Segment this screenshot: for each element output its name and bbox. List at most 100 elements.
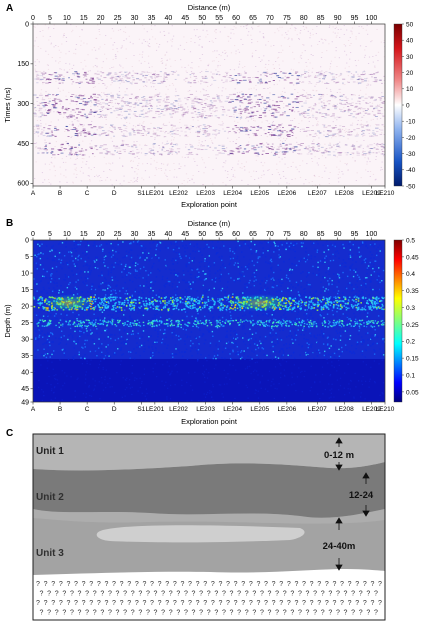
unknown-symbol: ? — [351, 610, 355, 617]
y-tick-label: 300 — [17, 101, 29, 108]
unknown-symbol: ? — [256, 600, 260, 607]
unknown-symbol: ? — [169, 591, 173, 598]
unknown-basement — [33, 569, 385, 620]
unknown-symbol: ? — [275, 591, 279, 598]
panel-a-colorbar — [393, 23, 403, 187]
unknown-symbol: ? — [306, 591, 310, 598]
unknown-symbol: ? — [203, 581, 207, 588]
unknown-symbol: ? — [116, 610, 120, 617]
unknown-symbol: ? — [218, 600, 222, 607]
unknown-symbol: ? — [47, 591, 51, 598]
y-tick-label: 30 — [21, 337, 29, 344]
panel-a-x-axis-top: 0 5 10 15 20 25 30 35 40 45 50 55 60 65 70 75 80 85 90 95 10… — [31, 15, 377, 24]
unknown-symbol: ? — [226, 581, 230, 588]
x-tick-label: 45 — [181, 231, 189, 238]
unknown-symbol: ? — [325, 600, 329, 607]
panel-b: B Distance (m) 0 5 10 15 20 25 30 35 40 45 50 55 60 6… — [3, 218, 419, 426]
unknown-symbol: ? — [199, 610, 203, 617]
unknown-symbol: ? — [226, 600, 230, 607]
unknown-symbol: ? — [355, 600, 359, 607]
exploration-point-label: LE208 — [335, 190, 354, 197]
unknown-symbol: ? — [321, 610, 325, 617]
x-tick-label: 50 — [198, 231, 206, 238]
unknown-symbol: ? — [378, 600, 382, 607]
unknown-symbol: ? — [290, 610, 294, 617]
x-tick-label: 25 — [114, 231, 122, 238]
y-tick-label: 150 — [17, 61, 29, 68]
colorbar-tick-label: -40 — [406, 167, 416, 174]
colorbar-tick-label: -10 — [406, 119, 416, 126]
unknown-symbol: ? — [348, 600, 352, 607]
unknown-symbol: ? — [135, 581, 139, 588]
exploration-point-label: D — [112, 190, 117, 197]
unknown-symbol: ? — [313, 610, 317, 617]
unknown-symbol: ? — [340, 600, 344, 607]
exploration-point-label: LE206 — [277, 406, 296, 413]
unknown-symbol: ? — [51, 581, 55, 588]
unknown-symbol: ? — [256, 581, 260, 588]
unknown-symbol: ? — [89, 581, 93, 588]
unit-3-label: Unit 3 — [36, 548, 64, 559]
unknown-symbol: ? — [112, 600, 116, 607]
x-tick-label: 40 — [164, 231, 172, 238]
unknown-symbol: ? — [234, 600, 238, 607]
unknown-symbol: ? — [40, 591, 44, 598]
exploration-point-label: D — [112, 406, 117, 413]
unknown-symbol: ? — [55, 591, 59, 598]
x-tick-label: 95 — [351, 231, 359, 238]
unknown-symbol: ? — [298, 610, 302, 617]
unknown-symbol: ? — [154, 591, 158, 598]
y-tick-label: 45 — [21, 386, 29, 393]
unknown-symbol: ? — [302, 600, 306, 607]
colorbar-tick-label: 0.15 — [406, 356, 419, 363]
panel-b-xlabel-bottom: Exploration point — [181, 417, 238, 426]
unknown-symbol: ? — [245, 610, 249, 617]
x-tick-label: 75 — [283, 15, 291, 22]
depth-label-unit-2: 12-24 — [349, 490, 374, 501]
unknown-symbol: ? — [283, 610, 287, 617]
unknown-symbol: ? — [161, 610, 165, 617]
unknown-symbol: ? — [196, 600, 200, 607]
unknown-symbol: ? — [359, 591, 363, 598]
unknown-symbol: ? — [325, 581, 329, 588]
unknown-symbol: ? — [249, 581, 253, 588]
unknown-symbol: ? — [241, 600, 245, 607]
unknown-symbol: ? — [199, 591, 203, 598]
x-tick-label: 5 — [48, 15, 52, 22]
unknown-symbol: ? — [127, 600, 131, 607]
x-tick-label: 60 — [232, 231, 240, 238]
unknown-symbol: ? — [279, 600, 283, 607]
panel-b-exploration-axis: A B C D S1 LE201 LE202 LE203 LE204 LE205 LE206 LE20… — [31, 402, 395, 413]
unknown-symbol: ? — [188, 600, 192, 607]
unknown-symbol: ? — [336, 591, 340, 598]
unknown-symbol: ? — [59, 600, 63, 607]
unknown-symbol: ? — [310, 581, 314, 588]
panel-b-ylabel: Depth (m) — [3, 304, 12, 338]
panel-b-xlabel-top: Distance (m) — [188, 219, 231, 228]
y-tick-label: 35 — [21, 353, 29, 360]
unknown-symbol: ? — [120, 581, 124, 588]
unknown-symbol: ? — [264, 600, 268, 607]
unknown-symbol: ? — [272, 600, 276, 607]
unknown-symbol: ? — [230, 591, 234, 598]
unknown-symbol: ? — [351, 591, 355, 598]
unknown-symbol: ? — [344, 610, 348, 617]
unknown-symbol: ? — [108, 610, 112, 617]
unknown-symbol: ? — [211, 600, 215, 607]
colorbar-tick-label: 0.05 — [406, 389, 419, 396]
unknown-symbol: ? — [211, 581, 215, 588]
unknown-symbol: ? — [306, 610, 310, 617]
unknown-symbol: ? — [70, 591, 74, 598]
panel-b-attribute-image — [33, 240, 385, 402]
unknown-symbol: ? — [74, 581, 78, 588]
exploration-point-label: LE204 — [223, 190, 242, 197]
unknown-symbol: ? — [131, 610, 135, 617]
colorbar-tick-label: -20 — [406, 135, 416, 142]
unknown-symbol: ? — [123, 610, 127, 617]
y-tick-label: 20 — [21, 304, 29, 311]
unknown-symbol: ? — [184, 591, 188, 598]
colorbar-tick-label: 10 — [406, 86, 414, 93]
unknown-symbol: ? — [298, 591, 302, 598]
y-tick-label: 0 — [25, 21, 29, 28]
